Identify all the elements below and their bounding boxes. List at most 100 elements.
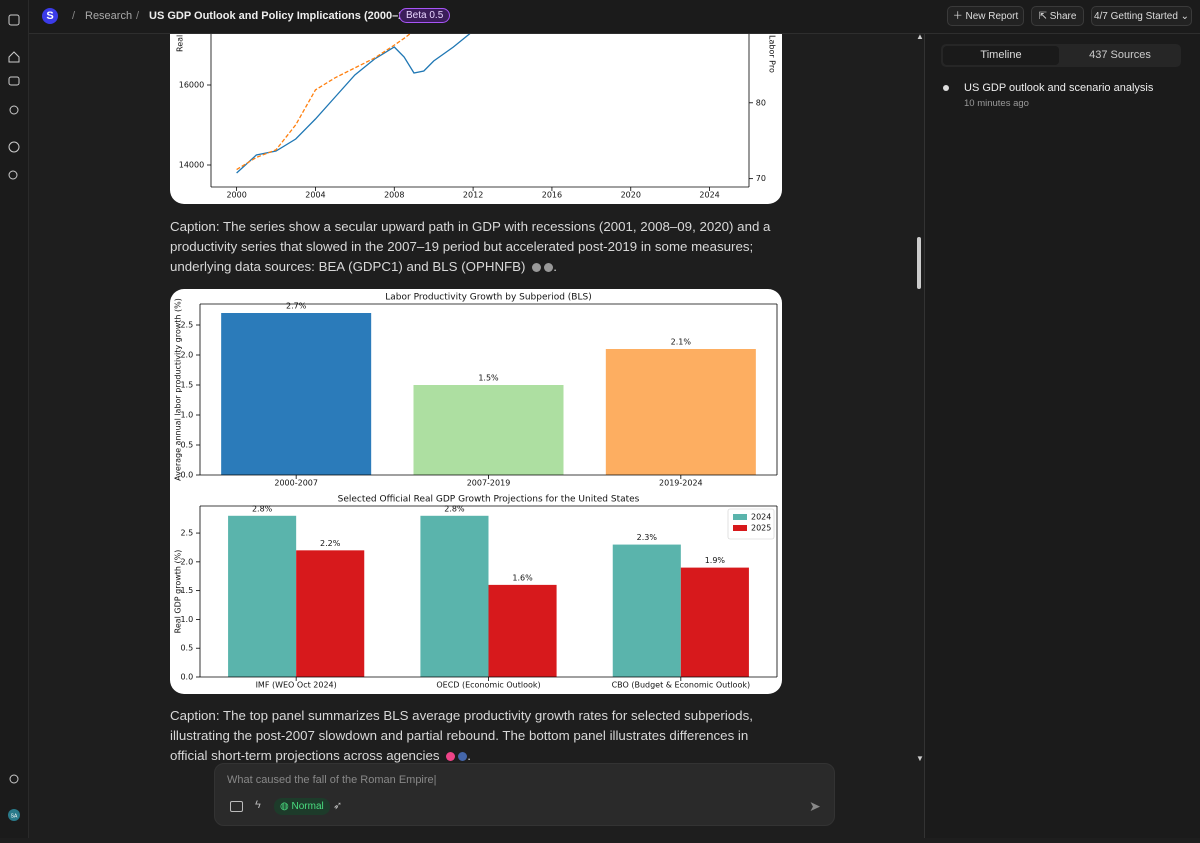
value-label: 2.1% xyxy=(671,338,692,347)
getting-started-button[interactable]: 4/7 Getting Started ⌄ xyxy=(1091,6,1192,26)
value-label: 2.2% xyxy=(320,539,341,548)
timeline-time: 10 minutes ago xyxy=(964,98,1029,109)
caption-text: Caption: The top panel summarizes BLS av… xyxy=(170,708,753,763)
source-icon[interactable] xyxy=(532,262,542,272)
source-icon[interactable] xyxy=(544,262,554,272)
scroll-up[interactable]: ▲ xyxy=(916,32,924,41)
y-tick-label: 0.5 xyxy=(180,441,193,450)
home-icon[interactable] xyxy=(8,51,20,63)
bar xyxy=(680,567,749,677)
image-button[interactable] xyxy=(230,801,243,812)
send-button[interactable]: ➤ xyxy=(809,798,821,814)
source-icon[interactable] xyxy=(458,751,468,761)
y-axis-label: Average annual labor productivity growth… xyxy=(174,298,183,481)
chart-title: Selected Official Real GDP Growth Projec… xyxy=(338,495,640,505)
caption: Caption: The top panel summarizes BLS av… xyxy=(170,706,785,766)
separator: / xyxy=(72,10,76,22)
line-series xyxy=(236,30,415,171)
x-tick-label: 2008 xyxy=(384,191,404,200)
button-label: 4/7 Getting Started xyxy=(1093,11,1178,22)
caption: Caption: The series show a secular upwar… xyxy=(170,217,785,277)
value-label: 1.6% xyxy=(512,573,533,582)
top-bar: S / Research / US GDP Outlook and Policy… xyxy=(0,0,1200,34)
y-tick-label: 0.0 xyxy=(180,673,193,682)
idea-icon[interactable] xyxy=(9,105,19,115)
search-icon[interactable] xyxy=(8,170,18,180)
y2-axis-label: Labor Pro xyxy=(768,35,777,73)
separator: / xyxy=(136,10,140,22)
composer: What caused the fall of the Roman Empire… xyxy=(214,763,835,826)
button-label: Share xyxy=(1049,11,1077,22)
y-tick-label: 14000 xyxy=(179,161,204,170)
share-button[interactable]: ⇱ Share xyxy=(1031,6,1084,26)
tab[interactable]: 437 Sources xyxy=(1089,49,1151,61)
mode-label: Normal xyxy=(291,801,324,812)
y-tick-label: 1.5 xyxy=(180,381,193,390)
y-tick-label: 1.0 xyxy=(180,615,193,624)
nav-rail: SA xyxy=(0,0,29,838)
avatar[interactable] xyxy=(8,809,20,821)
legend-label: 2025 xyxy=(751,524,771,533)
bar xyxy=(420,515,489,677)
bar xyxy=(488,584,557,677)
x-tick-label: 2020 xyxy=(621,191,641,200)
placeholder: What caused the fall of the Roman Empire xyxy=(227,774,434,786)
x-tick-label: 2000-2007 xyxy=(274,479,318,488)
chart-panel xyxy=(170,10,782,204)
y-tick-label: 2.5 xyxy=(180,529,193,538)
mode-button[interactable]: ◍ Normal xyxy=(274,798,330,815)
tabs: Timeline 437 Sources xyxy=(941,44,1181,67)
bar xyxy=(296,550,365,677)
x-tick-label: CBO (Budget & Economic Outlook) xyxy=(612,681,751,690)
chat-icon[interactable] xyxy=(8,76,20,86)
bar xyxy=(221,313,372,475)
bar xyxy=(612,544,681,677)
value-label: 2.8% xyxy=(444,504,465,513)
x-tick-label: 2019-2024 xyxy=(659,479,703,488)
report-title: US GDP Outlook and Policy Implications (… xyxy=(149,10,427,22)
breadcrumb[interactable]: Research xyxy=(85,10,133,22)
rocket-button[interactable]: ➶ xyxy=(333,800,343,812)
new-icon[interactable] xyxy=(8,141,20,153)
caption-text: Caption: The series show a secular upwar… xyxy=(170,219,771,274)
x-tick-label: 2012 xyxy=(463,191,483,200)
y-tick-label: 1.5 xyxy=(180,586,193,595)
line-series xyxy=(236,30,474,174)
y-tick-label: 2.5 xyxy=(180,321,193,330)
y-tick-label: 16000 xyxy=(179,81,204,90)
value-label: 2.7% xyxy=(286,302,307,311)
bug-icon[interactable] xyxy=(9,774,19,784)
timeline-dot xyxy=(943,85,949,91)
x-tick-label: IMF (WEO Oct 2024) xyxy=(256,681,337,690)
x-tick-label: 2016 xyxy=(542,191,562,200)
scroll-down[interactable]: ▼ xyxy=(916,754,924,763)
legend-label: 2024 xyxy=(751,513,771,522)
right-panel: Timeline 437 Sources US GDP outlook and … xyxy=(924,33,1200,838)
value-label: 2.8% xyxy=(252,504,273,513)
logo[interactable]: S xyxy=(42,8,58,24)
y-tick-label: 2.0 xyxy=(180,351,193,360)
value-label: 2.3% xyxy=(637,533,658,542)
fast-button[interactable]: ϟ xyxy=(255,799,261,811)
nav-icons: SA xyxy=(8,14,20,821)
y-axis-label: Real G xyxy=(176,26,185,52)
bar xyxy=(605,349,756,475)
y-tick-label: 0.0 xyxy=(180,471,193,480)
legend-swatch xyxy=(733,525,747,531)
y-tick-label: 0.5 xyxy=(180,644,193,653)
scrollbar-thumb[interactable] xyxy=(917,237,921,289)
tab-active[interactable]: Timeline xyxy=(943,46,1059,65)
x-tick-label: 2024 xyxy=(699,191,719,200)
y-tick-label: 2.0 xyxy=(180,557,193,566)
toggle-icon[interactable] xyxy=(8,14,20,26)
timeline-title[interactable]: US GDP outlook and scenario analysis xyxy=(964,82,1154,94)
x-tick-label: OECD (Economic Outlook) xyxy=(436,681,540,690)
x-tick-label: 2007-2019 xyxy=(467,479,511,488)
y-tick-label: 70 xyxy=(756,174,766,183)
new-report-button[interactable]: ＋ New Report xyxy=(947,6,1024,26)
composer-input[interactable]: What caused the fall of the Roman Empire… xyxy=(227,774,437,786)
value-label: 1.9% xyxy=(705,556,726,565)
source-icon[interactable] xyxy=(446,751,456,761)
bar xyxy=(413,385,564,475)
